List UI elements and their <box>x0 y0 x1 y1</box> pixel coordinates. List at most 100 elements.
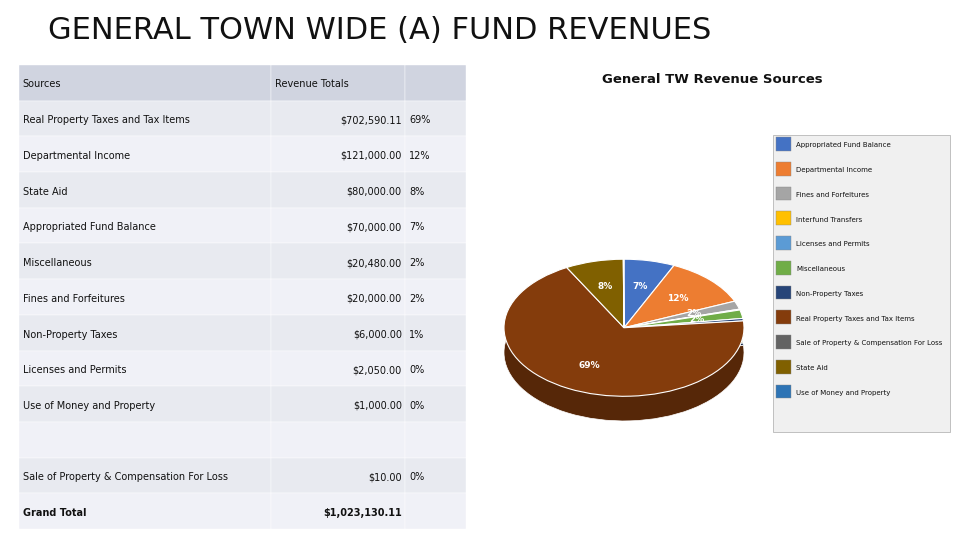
Wedge shape <box>624 309 740 328</box>
Text: Non-Property Taxes: Non-Property Taxes <box>796 291 863 297</box>
Bar <box>19 458 272 494</box>
Text: 69%: 69% <box>578 361 600 370</box>
Text: Fines and Forfeitures: Fines and Forfeitures <box>23 294 125 304</box>
Bar <box>405 172 466 208</box>
Bar <box>405 136 466 172</box>
Bar <box>19 315 272 350</box>
Text: Sale of Property & Compensation For Loss: Sale of Property & Compensation For Loss <box>23 472 228 482</box>
Bar <box>19 279 272 315</box>
FancyBboxPatch shape <box>773 135 950 432</box>
Wedge shape <box>624 259 674 328</box>
Bar <box>405 458 466 494</box>
Wedge shape <box>624 284 674 353</box>
Bar <box>777 236 790 250</box>
Text: 2%: 2% <box>409 294 424 304</box>
Bar <box>405 315 466 350</box>
Text: 12%: 12% <box>409 151 430 161</box>
Text: $70,000.00: $70,000.00 <box>347 222 402 232</box>
Bar <box>777 187 790 200</box>
Text: 8%: 8% <box>598 282 613 291</box>
Text: 0%: 0% <box>409 365 424 375</box>
Text: 2%: 2% <box>409 258 424 268</box>
Wedge shape <box>566 284 624 353</box>
Text: $1,023,130.11: $1,023,130.11 <box>323 508 402 518</box>
Text: 1%: 1% <box>409 329 424 340</box>
Bar <box>777 261 790 275</box>
Text: State Aid: State Aid <box>796 365 828 371</box>
Wedge shape <box>624 310 743 328</box>
Text: 12%: 12% <box>666 294 688 303</box>
Bar <box>19 350 272 386</box>
Text: Licenses and Permits: Licenses and Permits <box>796 241 870 247</box>
Wedge shape <box>624 326 739 353</box>
Bar <box>272 350 405 386</box>
Wedge shape <box>624 290 734 353</box>
Bar <box>19 208 272 244</box>
Wedge shape <box>624 301 739 328</box>
Bar <box>405 100 466 136</box>
Bar <box>777 137 790 151</box>
Text: $702,590.11: $702,590.11 <box>340 115 402 125</box>
Text: Revenue Totals: Revenue Totals <box>275 79 348 90</box>
Text: $6,000.00: $6,000.00 <box>352 329 402 340</box>
Text: General TW Revenue Sources: General TW Revenue Sources <box>603 73 823 86</box>
Bar <box>19 136 272 172</box>
Text: $20,000.00: $20,000.00 <box>347 294 402 304</box>
Text: 8%: 8% <box>409 187 424 197</box>
Bar <box>777 310 790 324</box>
Bar <box>777 360 790 374</box>
Bar <box>405 422 466 458</box>
Text: 2%: 2% <box>689 315 705 324</box>
Bar <box>19 494 272 529</box>
Bar <box>272 65 405 100</box>
Bar <box>777 335 790 349</box>
Text: Use of Money and Property: Use of Money and Property <box>796 390 890 396</box>
Bar <box>272 458 405 494</box>
Bar <box>272 136 405 172</box>
Bar <box>777 162 790 176</box>
Bar <box>19 244 272 279</box>
Wedge shape <box>566 259 624 328</box>
Text: Real Property Taxes and Tax Items: Real Property Taxes and Tax Items <box>796 316 915 322</box>
Bar <box>19 422 272 458</box>
Text: Appropriated Fund Balance: Appropriated Fund Balance <box>23 222 156 232</box>
Text: Interfund Transfers: Interfund Transfers <box>796 217 862 222</box>
Bar <box>272 279 405 315</box>
Text: Non-Property Taxes: Non-Property Taxes <box>23 329 117 340</box>
Bar <box>19 172 272 208</box>
Text: $1,000.00: $1,000.00 <box>352 401 402 411</box>
Text: 2%: 2% <box>686 309 702 318</box>
Text: 7%: 7% <box>633 282 648 291</box>
Text: Licenses and Permits: Licenses and Permits <box>23 365 127 375</box>
Bar <box>272 172 405 208</box>
Bar <box>19 100 272 136</box>
Text: Fines and Forfeitures: Fines and Forfeitures <box>796 192 869 198</box>
Text: Appropriated Fund Balance: Appropriated Fund Balance <box>796 143 891 148</box>
Text: 69%: 69% <box>409 115 430 125</box>
Wedge shape <box>504 292 744 421</box>
Wedge shape <box>624 343 743 353</box>
Text: Miscellaneous: Miscellaneous <box>23 258 91 268</box>
Text: Use of Money and Property: Use of Money and Property <box>23 401 155 411</box>
Wedge shape <box>504 267 744 396</box>
Bar <box>272 422 405 458</box>
Text: $80,000.00: $80,000.00 <box>347 187 402 197</box>
Bar <box>272 386 405 422</box>
Text: GENERAL TOWN WIDE (A) FUND REVENUES: GENERAL TOWN WIDE (A) FUND REVENUES <box>48 16 711 45</box>
Bar <box>272 100 405 136</box>
Text: Departmental Income: Departmental Income <box>23 151 130 161</box>
Bar <box>19 386 272 422</box>
Text: $121,000.00: $121,000.00 <box>341 151 402 161</box>
Bar <box>405 350 466 386</box>
Bar <box>405 65 466 100</box>
Bar <box>405 244 466 279</box>
Bar <box>777 212 790 225</box>
Bar <box>272 315 405 350</box>
Text: Grand Total: Grand Total <box>23 508 86 518</box>
Bar <box>405 386 466 422</box>
Bar <box>777 384 790 399</box>
Bar <box>272 244 405 279</box>
Text: 7%: 7% <box>409 222 424 232</box>
Text: $10.00: $10.00 <box>368 472 402 482</box>
Text: $20,480.00: $20,480.00 <box>347 258 402 268</box>
